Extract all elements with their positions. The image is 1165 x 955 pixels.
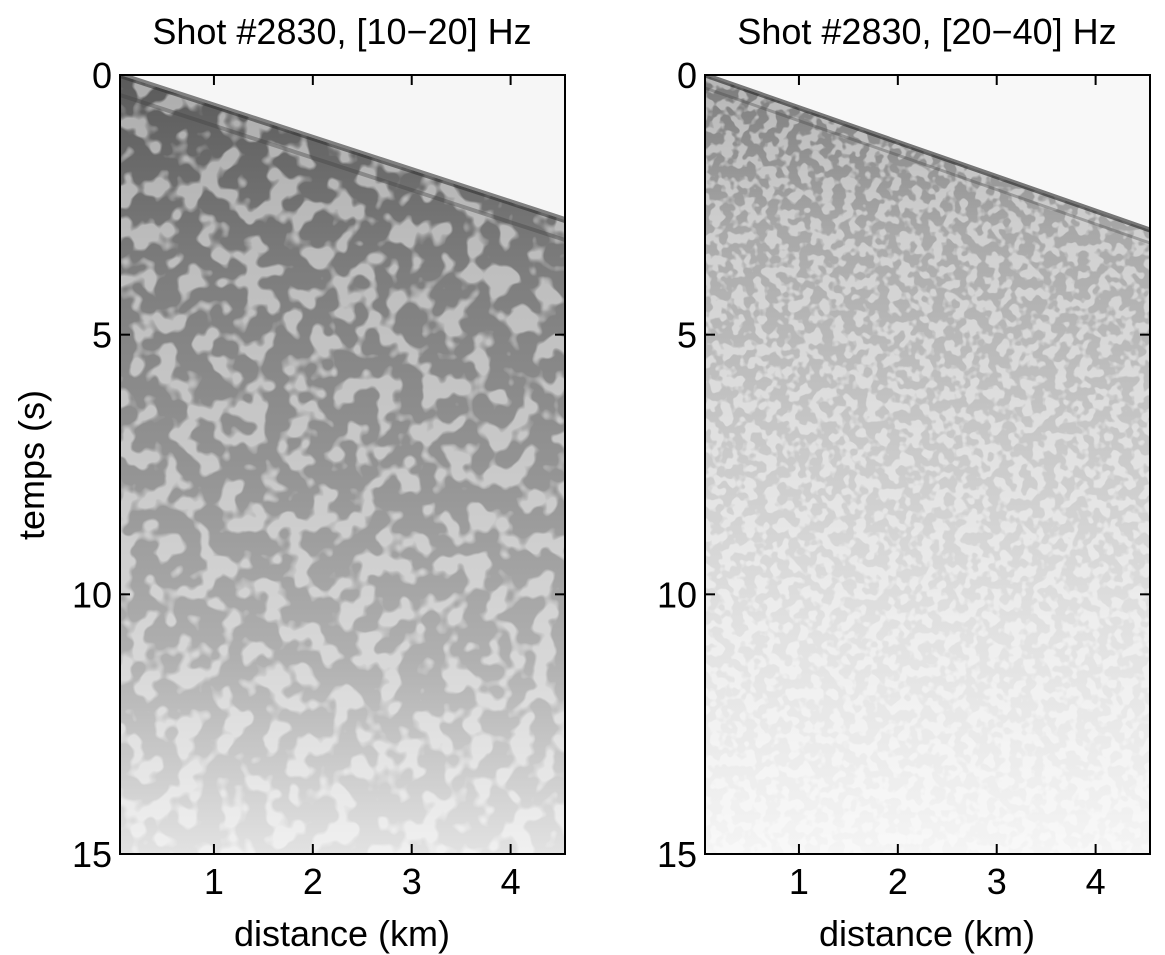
panel-left: Shot #2830, [10−20] Hz 1 2 3 4 0 5 10 15 distan… <box>11 11 566 954</box>
chart-title: Shot #2830, [10−20] Hz <box>152 11 531 52</box>
heatmap-right <box>705 75 1150 854</box>
x-tick-label: 3 <box>987 861 1007 902</box>
x-tick-label: 1 <box>789 861 809 902</box>
axis-ticks: 1 2 3 4 0 5 10 15 <box>657 55 1150 902</box>
x-axis-label: distance (km) <box>234 913 450 954</box>
x-tick-label: 2 <box>888 861 908 902</box>
x-tick-label: 1 <box>204 861 224 902</box>
x-axis-label: distance (km) <box>819 913 1035 954</box>
y-tick-label: 10 <box>72 574 112 615</box>
y-tick-label: 5 <box>92 315 112 356</box>
y-tick-label: 0 <box>677 55 697 96</box>
panel-right: Shot #2830, [20−40] Hz 1 2 3 4 0 5 10 15 distan… <box>657 11 1151 954</box>
axis-ticks: 1 2 3 4 0 5 10 15 <box>72 55 565 902</box>
x-tick-label: 4 <box>1086 861 1106 902</box>
x-tick-label: 4 <box>501 861 521 902</box>
plot-frame <box>119 74 566 855</box>
y-axis-label: temps (s) <box>11 390 52 540</box>
plot-frame <box>704 74 1151 855</box>
y-tick-label: 15 <box>657 834 697 875</box>
y-tick-label: 5 <box>677 315 697 356</box>
x-tick-label: 2 <box>303 861 323 902</box>
y-tick-label: 15 <box>72 834 112 875</box>
chart-title: Shot #2830, [20−40] Hz <box>737 11 1116 52</box>
y-tick-label: 10 <box>657 574 697 615</box>
y-tick-label: 0 <box>92 55 112 96</box>
heatmap-left <box>120 75 565 854</box>
x-tick-label: 3 <box>402 861 422 902</box>
